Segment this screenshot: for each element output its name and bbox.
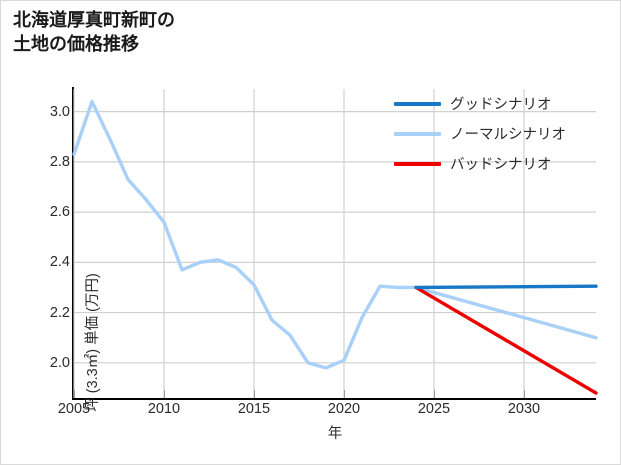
plot-area: 坪 (3.3㎡) 単価 (万円) — [72, 89, 598, 412]
series-line — [72, 99, 598, 370]
x-axis-tick-label: 2020 — [327, 401, 361, 417]
y-axis-tick-label: 2.4 — [49, 254, 70, 271]
series-line — [414, 284, 598, 290]
y-axis-tick-label: 3.0 — [49, 103, 70, 120]
series-lines — [72, 99, 598, 395]
legend-label: グッドシナリオ — [450, 97, 552, 113]
x-axis-title: 年 — [327, 426, 343, 442]
legend-item[interactable]: ノーマルシナリオ — [394, 123, 566, 144]
y-axis-spine — [72, 87, 74, 400]
y-axis-tick-label: 2.0 — [49, 354, 70, 371]
x-axis-spine — [72, 398, 596, 400]
legend-label: ノーマルシナリオ — [450, 127, 566, 143]
x-axis-tick-label: 2010 — [147, 401, 181, 417]
y-axis-tick-label: 2.2 — [49, 304, 70, 321]
x-axis-tick-mark — [344, 390, 345, 398]
legend-color-swatch — [394, 131, 441, 136]
x-axis-tick-mark — [254, 390, 255, 398]
x-axis-tick-label: 2005 — [57, 401, 91, 417]
y-axis-tick-label: 2.6 — [49, 204, 70, 221]
x-axis-tick-mark — [164, 390, 165, 398]
y-axis-title: 坪 (3.3㎡) 単価 (万円) — [84, 273, 101, 412]
x-axis-tick-label: 2015 — [237, 401, 271, 417]
x-axis-tick-mark — [74, 390, 75, 398]
x-axis-tick-mark — [434, 390, 435, 398]
legend-label: バッドシナリオ — [450, 157, 552, 173]
chart-title: 北海道厚真町新町の 土地の価格推移 — [13, 10, 175, 54]
x-axis-tick-label: 2030 — [507, 401, 541, 417]
legend-color-swatch — [394, 161, 441, 166]
y-axis-tick-label: 2.8 — [49, 153, 70, 170]
legend-item[interactable]: バッドシナリオ — [394, 153, 566, 174]
legend-color-swatch — [394, 101, 441, 106]
chart-legend: グッドシナリオ ノーマルシナリオ バッドシナリオ — [394, 93, 566, 174]
x-axis-tick-label: 2025 — [417, 401, 451, 417]
y-axis-tick-labels: 2.0 2.2 2.4 2.6 2.8 3.0 — [24, 1, 70, 466]
plot-lines — [72, 89, 598, 398]
legend-item[interactable]: グッドシナリオ — [394, 93, 566, 114]
series-line — [414, 285, 598, 395]
x-axis-tick-mark — [524, 390, 525, 398]
